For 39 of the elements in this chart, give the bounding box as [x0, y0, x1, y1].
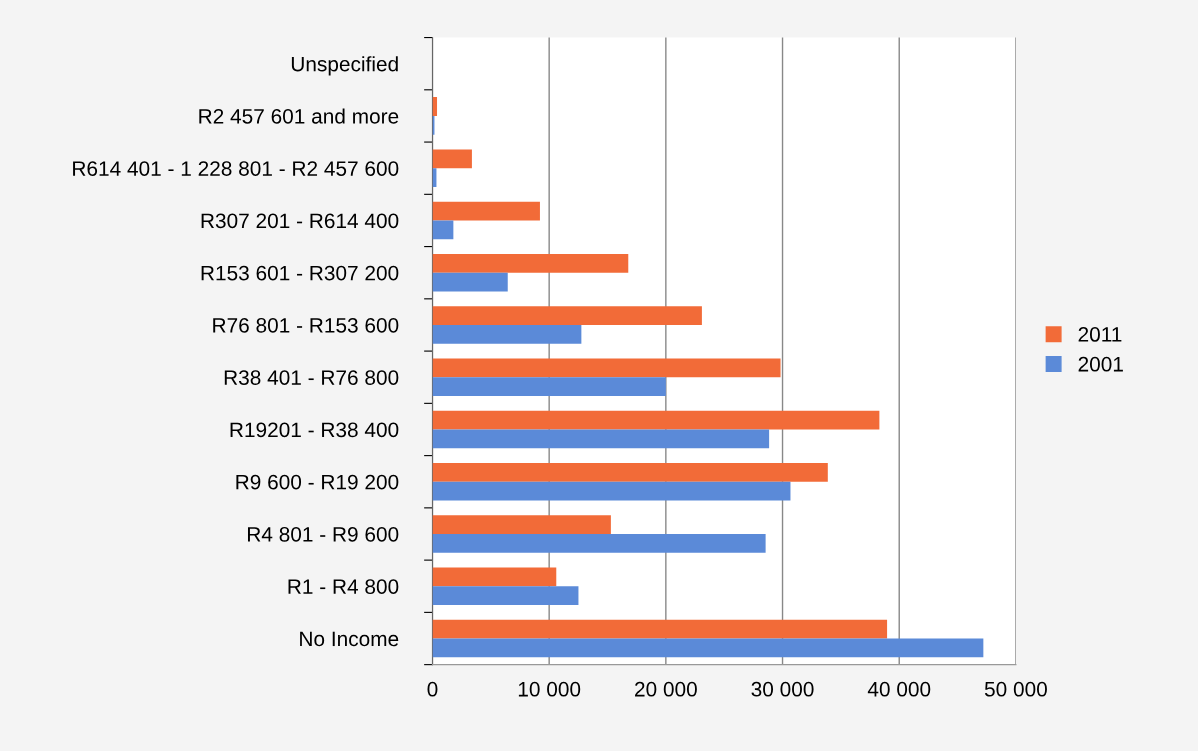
y-tick-label: R2 457 601 and more — [199, 108, 399, 124]
bar — [432, 515, 611, 534]
bar — [432, 377, 666, 397]
bar — [432, 481, 791, 501]
bar — [432, 410, 880, 430]
bar — [432, 201, 540, 221]
legend-label: 2001 — [1078, 356, 1123, 372]
bar — [432, 324, 582, 344]
y-tick-label: R76 801 - R153 600 — [213, 317, 399, 333]
bar — [432, 253, 629, 273]
y-tick-label: R19201 - R38 400 — [230, 422, 399, 438]
y-tick-label: R9 600 - R19 200 — [236, 474, 399, 490]
y-tick-label: R307 201 - R614 400 — [201, 213, 399, 229]
y-tick-label: R153 601 - R307 200 — [201, 265, 399, 281]
x-tick-label: 50 000 — [984, 681, 1047, 697]
bar — [432, 149, 472, 169]
x-tick-label: 0 — [427, 681, 438, 697]
y-tick-label: R614 401 - 1 228 801 - R2 457 600 — [73, 161, 399, 176]
x-tick-label: 30 000 — [751, 681, 814, 697]
bar — [432, 638, 984, 658]
x-tick-label: 20 000 — [635, 681, 697, 697]
bar — [432, 272, 508, 292]
bar — [432, 358, 781, 378]
bar — [432, 220, 454, 240]
y-tick-label: R4 801 - R9 600 — [247, 526, 399, 542]
bar — [432, 462, 828, 482]
bar — [432, 429, 770, 449]
bar — [432, 619, 888, 639]
legend-label: 2011 — [1078, 327, 1122, 342]
bar — [432, 533, 766, 553]
bar — [432, 306, 702, 325]
y-tick-label: No Income — [300, 631, 399, 647]
bar — [432, 586, 579, 606]
y-tick-label: R38 401 - R76 800 — [224, 370, 399, 385]
y-tick-label: R1 - R4 800 — [288, 579, 399, 594]
y-tick-label: Unspecified — [291, 56, 398, 76]
bar — [432, 567, 557, 587]
x-tick-label: 40 000 — [867, 681, 931, 697]
x-tick-label: 10 000 — [518, 681, 581, 697]
